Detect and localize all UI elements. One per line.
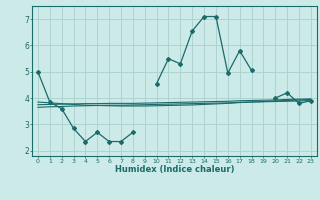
X-axis label: Humidex (Indice chaleur): Humidex (Indice chaleur): [115, 165, 234, 174]
